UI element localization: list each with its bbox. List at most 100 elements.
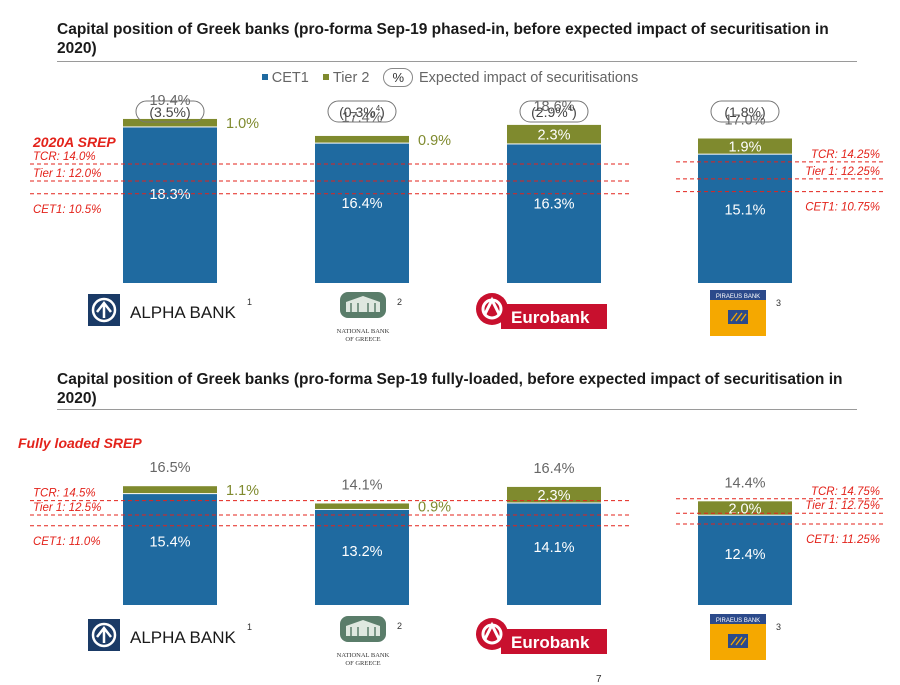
- securitisation-footnote: 4: [376, 104, 381, 113]
- srep-label-right: Tier 1: 12.75%: [805, 500, 880, 512]
- securitisation-impact-label: (0.3%4): [339, 104, 385, 120]
- tier2-bar: [123, 486, 217, 494]
- securitisation-close-paren: ): [380, 104, 385, 120]
- cet1-bar: [315, 143, 409, 283]
- legend: CET1 Tier 2 % Expected impact of securiti…: [0, 68, 900, 87]
- top-chart-title: Capital position of Greek banks (pro-for…: [57, 21, 829, 57]
- srep-label-right: TCR: 14.25%: [811, 149, 880, 161]
- cet1-data-label: 13.2%: [341, 544, 382, 560]
- cet1-data-label: 14.1%: [533, 540, 574, 556]
- tier2-bar: [698, 138, 792, 154]
- eurobank-logo-1: Eurobank: [473, 290, 613, 337]
- piraeus-logo-sup: 3: [776, 298, 781, 308]
- srep-label-left: Tier 1: 12.0%: [33, 168, 101, 180]
- cet1-bar: [698, 515, 792, 605]
- legend-tier2: Tier 2: [322, 69, 370, 86]
- eurobank-logo-bar: [501, 304, 607, 329]
- tier2-bar: [315, 135, 409, 143]
- legend-tier2-label: Tier 2: [332, 69, 370, 86]
- securitisation-close-paren: ): [572, 104, 577, 120]
- legend-securitisation-label: Expected impact of securitisations: [419, 70, 639, 86]
- cet1-bar: [507, 144, 601, 283]
- tier2-data-label: 2.0%: [728, 502, 761, 518]
- legend-cet1-swatch: [261, 73, 268, 80]
- eurobank-logo-mark: [476, 293, 508, 325]
- piraeus-logo-1: PIRAEUS BANK 3: [710, 290, 790, 343]
- legend-securitisation: % Expected impact of securitisations: [383, 68, 638, 87]
- srep-label-left: TCR: 14.0%: [33, 151, 96, 163]
- nbg-logo-line2-2: OF GREECE: [345, 660, 380, 667]
- securitisation-pill: [519, 100, 589, 123]
- tier2-bar: [315, 503, 409, 509]
- alpha-logo-text-2: ALPHA BANK: [130, 628, 236, 647]
- alpha-logo-sup: 1: [247, 297, 252, 307]
- srep-label-left: CET1: 10.5%: [33, 204, 101, 216]
- tier2-data-label: 0.9%: [418, 500, 451, 516]
- top-title-rule: [57, 61, 857, 62]
- tier2-data-label: 1.0%: [226, 116, 259, 132]
- nbg-logo-sup: 2: [397, 297, 402, 307]
- piraeus-logo-2: PIRAEUS BANK 3: [710, 614, 790, 667]
- securitisation-pill: [327, 100, 397, 123]
- total-data-label: 16.4%: [533, 461, 574, 477]
- total-data-label: 16.5%: [149, 460, 190, 476]
- cet1-bar: [507, 503, 601, 605]
- nbg-logo-line2: OF GREECE: [345, 336, 380, 343]
- piraeus-logo-text: PIRAEUS BANK: [716, 294, 760, 300]
- legend-pct-pill: %: [383, 68, 413, 87]
- srep-label-right: TCR: 14.75%: [811, 486, 880, 498]
- cet1-bar: [698, 154, 792, 283]
- tier2-data-label: 2.3%: [537, 488, 570, 504]
- page-number: 7: [596, 674, 602, 685]
- nbg-logo-2: 2 NATIONAL BANK OF GREECE: [318, 614, 408, 675]
- srep-label-left: TCR: 14.5%: [33, 488, 96, 500]
- securitisation-impact-label: (1.8%): [724, 104, 765, 120]
- cet1-data-label: 16.4%: [341, 196, 382, 212]
- eurobank-logo-2: Eurobank: [473, 615, 613, 662]
- tier2-bar: [123, 118, 217, 127]
- bottom-chart-title: Capital position of Greek banks (pro-for…: [57, 371, 843, 407]
- nbg-logo-1: 2 NATIONAL BANK OF GREECE: [318, 290, 408, 351]
- legend-cet1: CET1: [261, 69, 309, 86]
- srep-label-right: CET1: 10.75%: [805, 202, 880, 214]
- cet1-data-label: 15.4%: [149, 535, 190, 551]
- bottom-title-rule: [57, 409, 857, 410]
- alpha-bank-logo-1: ALPHA BANK 1: [88, 292, 278, 333]
- total-data-label: 17.0%: [724, 113, 765, 129]
- srep-title: 2020A SREP: [32, 134, 116, 150]
- securitisation-pill: [135, 100, 205, 123]
- srep-label-left: CET1: 11.0%: [33, 536, 101, 548]
- tier2-data-label: 1.1%: [226, 483, 259, 499]
- cet1-data-label: 12.4%: [724, 547, 765, 563]
- legend-tier2-swatch: [322, 73, 329, 80]
- total-data-label: 18.6%: [533, 99, 574, 115]
- nbg-logo-line1: NATIONAL BANK: [337, 328, 390, 335]
- srep-title: Fully loaded SREP: [18, 435, 142, 451]
- eurobank-logo-text: Eurobank: [511, 308, 590, 327]
- securitisation-pill: [710, 100, 780, 123]
- legend-cet1-label: CET1: [271, 69, 309, 86]
- tier2-bar: [507, 486, 601, 503]
- alpha-bank-logo-2: ALPHA BANK 1: [88, 617, 278, 658]
- securitisation-footnote: 4: [568, 104, 573, 113]
- cet1-data-label: 18.3%: [149, 187, 190, 203]
- cet1-data-label: 16.3%: [533, 197, 574, 213]
- alpha-logo-sup-2: 1: [247, 622, 252, 632]
- total-data-label: 14.1%: [341, 477, 382, 493]
- tier2-bar: [507, 124, 601, 144]
- securitisation-impact-label: (2.9%4): [531, 104, 577, 120]
- eurobank-logo-bar-2: [501, 629, 607, 654]
- tier2-bar: [698, 501, 792, 515]
- eurobank-logo-mark-2: [476, 618, 508, 650]
- tier2-data-label: 1.9%: [728, 140, 761, 156]
- alpha-logo-text: ALPHA BANK: [130, 303, 236, 322]
- nbg-logo-sup-2: 2: [397, 621, 402, 631]
- nbg-logo-line1-2: NATIONAL BANK: [337, 652, 390, 659]
- srep-label-left: Tier 1: 12.5%: [33, 502, 101, 514]
- cet1-bar: [123, 494, 217, 605]
- eurobank-logo-text-2: Eurobank: [511, 633, 590, 652]
- total-data-label: 14.4%: [724, 475, 765, 491]
- piraeus-logo-text-2: PIRAEUS BANK: [716, 618, 760, 624]
- tier2-data-label: 0.9%: [418, 133, 451, 149]
